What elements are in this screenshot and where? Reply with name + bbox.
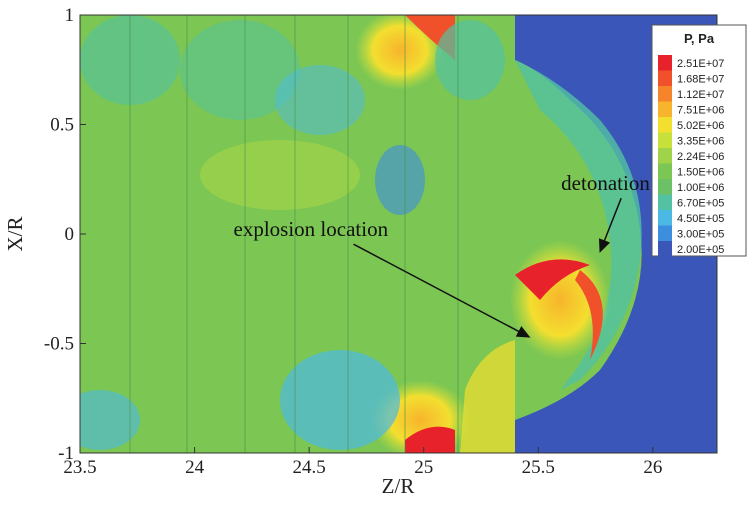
colorbar-swatch [658, 179, 672, 195]
field [60, 10, 717, 460]
chart: Z/R X/R P, Pa 23.52424.52525.526-1-0.500… [0, 0, 749, 507]
colorbar-label: 3.00E+05 [677, 229, 724, 241]
colorbar-swatch [658, 226, 672, 242]
x-axis-label: Z/R [382, 474, 415, 498]
colorbar-swatch [658, 102, 672, 118]
y-tick-label: 1 [65, 5, 75, 26]
colorbar-swatch [658, 117, 672, 133]
colorbar-label: 5.02E+06 [677, 120, 724, 132]
colorbar-label: 7.51E+06 [677, 105, 724, 117]
annotation: explosion location [234, 217, 389, 241]
colorbar-swatch [658, 55, 672, 71]
x-tick-label: 26 [643, 457, 662, 478]
colorbar-label: 2.24E+06 [677, 151, 724, 163]
colorbar-label: 6.70E+05 [677, 198, 724, 210]
colorbar-title: P, Pa [684, 31, 715, 46]
colorbar-swatch [658, 195, 672, 211]
colorbar-label: 1.50E+06 [677, 167, 724, 179]
colorbar-label: 1.12E+07 [677, 89, 724, 101]
colorbar-swatch [658, 86, 672, 102]
x-tick-label: 25.5 [522, 457, 555, 478]
annotation: detonation [561, 171, 650, 195]
colorbar-label: 1.68E+07 [677, 74, 724, 86]
colorbar-label: 3.35E+06 [677, 136, 724, 148]
y-tick-label: -0.5 [44, 334, 74, 355]
x-tick-label: 24 [185, 457, 205, 478]
y-tick-label: 0.5 [50, 115, 74, 136]
x-tick-label: 25 [414, 457, 433, 478]
y-axis-label: X/R [3, 216, 27, 251]
colorbar-swatch [658, 210, 672, 226]
colorbar-swatch [658, 164, 672, 180]
colorbar-label: 1.00E+06 [677, 182, 724, 194]
colorbar-swatch [658, 133, 672, 149]
x-tick-label: 24.5 [293, 457, 326, 478]
colorbar-label: 4.50E+05 [677, 213, 724, 225]
y-tick-label: -1 [58, 443, 74, 464]
colorbar-swatch [658, 71, 672, 87]
y-tick-label: 0 [65, 224, 75, 245]
colorbar-label: 2.51E+07 [677, 58, 724, 70]
colorbar-label: 2.00E+05 [677, 244, 724, 256]
colorbar-swatch [658, 148, 672, 164]
colorbar-swatch [658, 241, 672, 257]
